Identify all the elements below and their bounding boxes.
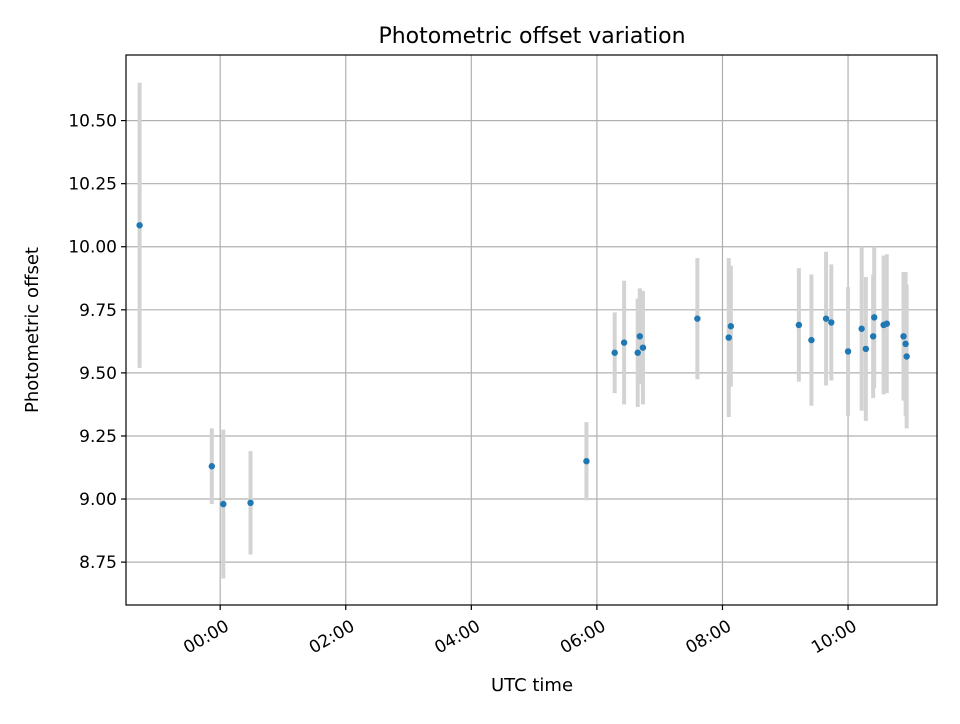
y-tick-label: 10.25 <box>68 175 117 195</box>
data-point <box>871 314 878 321</box>
data-point <box>727 323 735 330</box>
data-point <box>902 340 909 348</box>
y-tick-label: 8.75 <box>79 553 117 573</box>
data-point <box>844 348 852 355</box>
data-point <box>858 325 865 332</box>
data-point <box>903 353 910 360</box>
y-tick-label: 9.50 <box>79 364 117 384</box>
y-tick-label: 9.25 <box>79 427 117 447</box>
data-point <box>220 500 227 508</box>
y-tick-label: 10.00 <box>68 238 117 258</box>
data-point <box>795 321 803 329</box>
data-point <box>822 315 830 322</box>
data-point <box>900 333 907 340</box>
y-axis-label: Photometric offset <box>22 247 43 413</box>
y-tick-label: 10.50 <box>68 112 117 132</box>
data-point <box>869 333 877 340</box>
point-layer <box>136 222 910 508</box>
data-point <box>583 457 590 465</box>
data-point <box>828 319 835 326</box>
data-point <box>136 222 143 229</box>
data-point <box>808 336 815 344</box>
data-point <box>639 344 647 351</box>
data-point <box>636 333 644 340</box>
data-point <box>611 349 618 356</box>
data-point <box>694 315 701 322</box>
data-point <box>883 320 890 327</box>
y-tick-label: 9.75 <box>79 301 117 321</box>
data-point <box>725 334 732 341</box>
data-point <box>208 463 216 470</box>
chart-title: Photometric offset variation <box>378 24 685 49</box>
data-point <box>247 499 254 507</box>
data-point <box>634 349 641 356</box>
x-axis-label: UTC time <box>491 675 573 696</box>
plot-frame <box>125 54 938 606</box>
data-point <box>620 339 628 346</box>
data-point <box>862 345 870 353</box>
y-tick-label: 9.00 <box>79 490 117 510</box>
